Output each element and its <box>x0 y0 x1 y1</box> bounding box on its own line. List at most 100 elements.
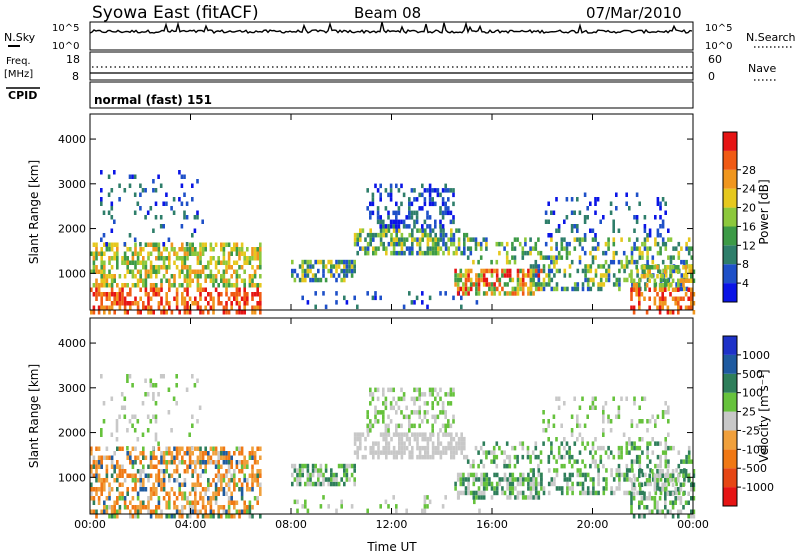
power-cell <box>204 287 207 292</box>
velocity-cell <box>123 469 127 474</box>
power-cell <box>400 237 404 242</box>
power-cell <box>429 250 432 256</box>
power-cell <box>586 282 590 287</box>
power-cell <box>434 188 437 193</box>
power-cell <box>129 301 132 306</box>
velocity-cell <box>628 450 631 455</box>
velocity-cell <box>103 505 106 510</box>
velocity-cell <box>154 437 158 442</box>
velocity-cell <box>482 495 486 500</box>
y-tick-label: 1000 <box>58 267 86 280</box>
velocity-cell <box>472 463 475 469</box>
power-cell <box>573 286 577 292</box>
velocity-cell <box>490 459 493 464</box>
velocity-cell <box>167 410 171 415</box>
power-cell <box>149 260 153 265</box>
power-cell <box>439 192 442 198</box>
power-cell <box>617 259 621 265</box>
velocity-cell <box>415 396 419 402</box>
velocity-cell <box>664 478 667 483</box>
power-cell <box>584 273 587 278</box>
velocity-cell <box>327 477 330 482</box>
power-cell <box>118 197 121 202</box>
power-cell <box>400 201 403 207</box>
power-cell <box>204 242 207 247</box>
power-cell <box>162 260 166 265</box>
power-cell <box>480 277 483 283</box>
velocity-cell <box>437 436 440 442</box>
velocity-cell <box>424 432 427 437</box>
power-cell <box>482 277 486 283</box>
power-cell <box>212 283 215 288</box>
power-cell <box>144 269 148 274</box>
velocity-cell <box>157 446 161 451</box>
velocity-cell <box>181 446 184 451</box>
velocity-cell <box>500 450 504 455</box>
velocity-cell <box>589 477 593 482</box>
power-cell <box>447 250 450 256</box>
velocity-cell <box>173 446 176 451</box>
power-cell <box>116 292 119 297</box>
power-cell <box>291 268 294 274</box>
velocity-cell <box>152 446 155 451</box>
power-cell <box>529 268 533 274</box>
velocity-cell <box>477 486 481 491</box>
velocity-cell <box>594 463 597 469</box>
power-cell <box>110 256 114 261</box>
velocity-cell <box>131 423 134 428</box>
velocity-cell <box>679 487 683 492</box>
power-cell <box>632 310 636 315</box>
power-cell <box>638 246 642 251</box>
velocity-cell <box>227 451 231 456</box>
power-cell <box>555 241 558 247</box>
power-cell <box>105 296 109 301</box>
velocity-cell <box>544 428 548 433</box>
velocity-cell <box>306 472 310 478</box>
power-cell <box>227 242 231 247</box>
velocity-cell <box>207 478 210 483</box>
power-cell <box>337 264 341 269</box>
power-cell <box>439 224 442 229</box>
power-cell <box>207 260 210 265</box>
velocity-cell <box>188 432 191 437</box>
power-cell <box>643 215 647 220</box>
velocity-cell <box>431 423 434 429</box>
power-cell <box>455 246 458 251</box>
power-cell <box>640 274 644 279</box>
power-cell <box>680 286 684 292</box>
velocity-cell <box>620 450 623 455</box>
power-cell <box>472 237 475 242</box>
velocity-cell <box>118 491 122 496</box>
power-cell <box>253 310 257 315</box>
velocity-cell <box>142 469 145 474</box>
power-cell <box>428 224 432 229</box>
power-cell <box>361 246 365 251</box>
velocity-cell <box>136 469 140 474</box>
power-cell <box>92 260 96 265</box>
velocity-cell <box>387 423 390 429</box>
velocity-cell <box>617 463 621 469</box>
velocity-cell <box>97 487 101 492</box>
power-cell <box>408 291 411 296</box>
power-cell <box>596 197 600 202</box>
velocity-cell <box>426 504 429 509</box>
power-cell <box>529 282 533 287</box>
velocity-cell <box>139 487 142 492</box>
velocity-cell <box>97 446 101 451</box>
power-cell <box>643 228 647 233</box>
velocity-cell <box>246 460 249 465</box>
velocity-cell <box>444 423 447 429</box>
velocity-cell <box>225 469 228 474</box>
velocity-cell <box>330 472 333 478</box>
velocity-cell <box>196 419 199 424</box>
velocity-cell <box>506 495 509 500</box>
velocity-cell <box>687 450 691 455</box>
power-cell <box>418 228 422 233</box>
power-cell <box>395 232 398 238</box>
power-cell <box>493 282 496 287</box>
power-cell <box>136 305 140 310</box>
velocity-cell <box>92 473 96 478</box>
power-cell <box>648 305 651 310</box>
velocity-cell <box>421 436 424 442</box>
power-cell <box>477 282 481 287</box>
